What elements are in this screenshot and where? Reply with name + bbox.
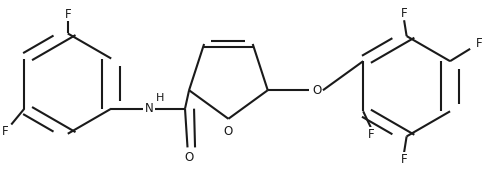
Text: O: O bbox=[184, 152, 193, 164]
Text: F: F bbox=[2, 125, 9, 138]
Text: F: F bbox=[475, 37, 481, 50]
Text: F: F bbox=[400, 153, 407, 166]
Text: N: N bbox=[144, 102, 153, 115]
Text: F: F bbox=[400, 7, 407, 20]
Text: O: O bbox=[312, 84, 321, 97]
Text: F: F bbox=[367, 128, 373, 141]
Text: F: F bbox=[64, 8, 71, 21]
Text: H: H bbox=[155, 93, 164, 103]
Text: O: O bbox=[223, 125, 232, 138]
